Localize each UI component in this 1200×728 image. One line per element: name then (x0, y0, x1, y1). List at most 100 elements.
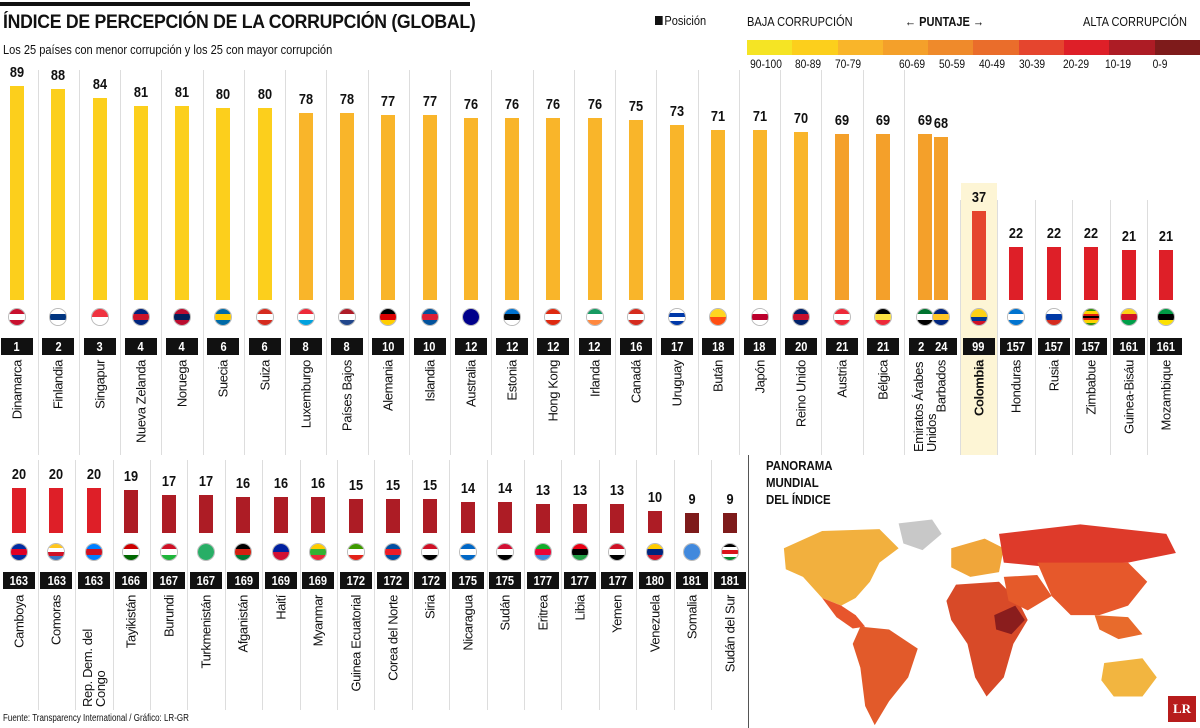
rank-value: 10 (382, 339, 395, 354)
flag-stripe (1083, 315, 1099, 319)
flag-stripe (347, 544, 364, 550)
legend-range-label: 60-69 (898, 57, 926, 71)
flag-stripe (834, 319, 850, 325)
flag-stripe (721, 556, 738, 560)
rank-value: 20 (794, 339, 807, 354)
legend-score-label: ← PUNTAJE → (905, 14, 984, 29)
flag-icon (8, 308, 26, 326)
value-label: 77 (381, 93, 396, 111)
rank-badge: 177 (601, 572, 634, 589)
column-divider (149, 460, 151, 710)
legend-swatch (837, 40, 883, 55)
flag-stripe (669, 321, 685, 325)
flag-icon (608, 543, 627, 561)
flag-stripe (256, 309, 273, 315)
rank-badge: 20 (784, 338, 817, 355)
value-label: 21 (1158, 227, 1174, 245)
country-name: Rusia (1046, 360, 1061, 392)
rank-badge: 163 (3, 572, 35, 589)
flag-stripe (48, 548, 65, 552)
legend-range-label: 70-79 (834, 57, 862, 71)
country-name: Eritrea (535, 595, 551, 631)
country-name: Siria (422, 595, 438, 620)
country-name: Haití (273, 595, 289, 620)
bar-camboya (12, 488, 26, 533)
value-label: 77 (422, 93, 437, 111)
flag-stripe (385, 544, 401, 550)
column-divider (673, 460, 675, 710)
rank-badge: 12 (454, 338, 487, 355)
bar-eritrea (535, 503, 550, 533)
value-label: 76 (463, 95, 478, 113)
flag-stripe (1120, 309, 1137, 315)
bar-colombia (971, 211, 986, 300)
column-divider (615, 70, 617, 455)
flag-icon (915, 308, 934, 326)
bar-barbados (934, 136, 948, 300)
column-divider (1109, 200, 1111, 455)
flag-stripe (459, 544, 476, 550)
flag-stripe (123, 544, 140, 550)
legend-color-scale (747, 40, 1200, 55)
value-label: 76 (504, 95, 520, 113)
bar-emiratos-rabes-unidos (917, 134, 932, 300)
legend-position-label: Posición (664, 13, 707, 28)
country-name: Comoras (48, 595, 64, 645)
flag-icon (750, 308, 769, 326)
country-name: Luxemburgo (298, 360, 314, 429)
value-label: 37 (971, 189, 986, 207)
flag-stripe (916, 309, 933, 315)
flag-stripe (385, 549, 401, 555)
map-australia (1101, 658, 1157, 697)
column-divider (161, 70, 163, 455)
flag-stripe (85, 549, 102, 555)
rank-value: 167 (159, 573, 178, 588)
value-label: 9 (726, 490, 734, 508)
rank-badge: 8 (289, 338, 322, 355)
value-label: 81 (174, 83, 190, 101)
flag-stripe (669, 313, 685, 317)
flag-icon (346, 543, 365, 561)
column-divider (959, 200, 961, 455)
rank-badge: 181 (713, 572, 746, 589)
legend-swatch (928, 40, 974, 55)
rank-value: 6 (261, 339, 268, 354)
value-label: 22 (1083, 225, 1099, 243)
rank-value: 161 (1119, 339, 1138, 354)
value-label: 9 (688, 490, 696, 508)
flag-stripe (85, 544, 102, 550)
column-divider (532, 70, 534, 455)
rank-value: 18 (712, 339, 725, 354)
column-divider (573, 70, 575, 455)
legend-range-label: 90-100 (750, 57, 782, 71)
flag-stripe (1008, 309, 1024, 315)
flag-stripe (91, 309, 108, 317)
flag-stripe (933, 314, 949, 320)
flag-stripe (1083, 320, 1099, 323)
country-name: Camboya (11, 595, 27, 648)
flag-stripe (459, 554, 476, 560)
column-divider (326, 70, 328, 455)
flag-stripe (970, 309, 987, 313)
flag-stripe (1120, 319, 1137, 325)
country-name: Corea del Norte (385, 595, 401, 681)
rank-value: 157 (1006, 339, 1026, 354)
flag-stripe (1083, 318, 1099, 321)
flag-icon (234, 543, 253, 561)
flag-icon (173, 308, 191, 326)
column-divider (243, 70, 245, 455)
value-label: 20 (11, 466, 27, 483)
flag-icon (122, 543, 141, 561)
flag-stripe (669, 309, 685, 313)
flag-stripe (235, 549, 252, 555)
flag-stripe (9, 309, 25, 315)
flag-stripe (1045, 309, 1062, 315)
legend-swatch (1109, 40, 1155, 55)
bar-nicaragua (460, 501, 475, 533)
title-rule (0, 2, 470, 6)
value-label: 15 (385, 477, 401, 495)
rank-badge: 175 (489, 572, 522, 589)
rank-value: 163 (47, 573, 66, 588)
bar-corea-del-norte (386, 499, 400, 533)
